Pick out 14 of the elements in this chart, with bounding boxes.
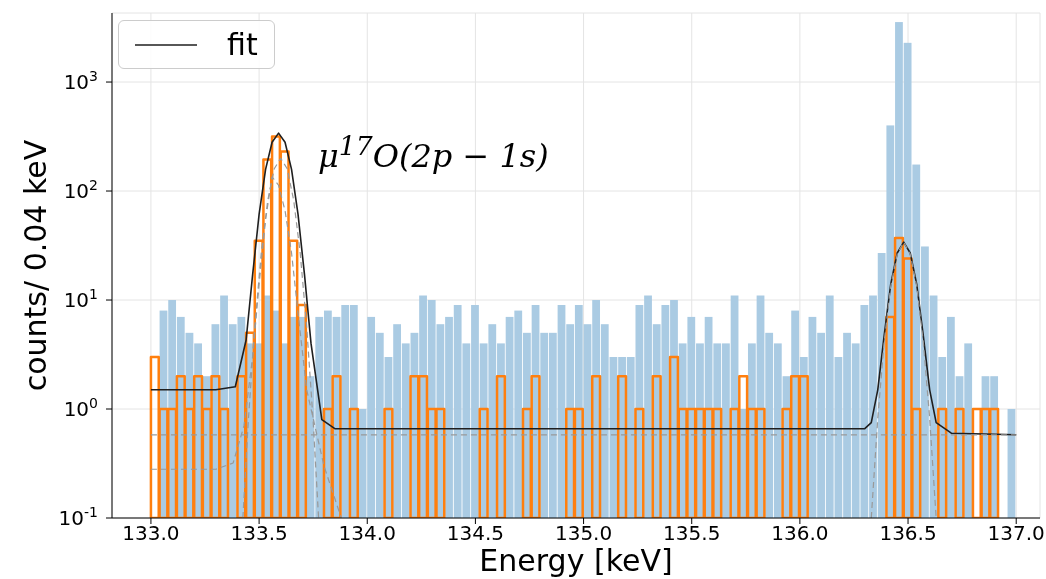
x-tick-label: 133.5 bbox=[230, 521, 288, 546]
x-tick-label: 136.5 bbox=[879, 521, 937, 546]
annotation: μ$^{17}$O(2p − 1s) bbox=[318, 130, 549, 175]
y-tick-label: 10$^{0}$ bbox=[63, 395, 98, 422]
y-axis-title: counts/ 0.04 keV bbox=[17, 139, 53, 392]
legend-label: fit bbox=[227, 27, 258, 62]
x-tick-label: 133.0 bbox=[122, 521, 180, 546]
x-tick-label: 137.0 bbox=[987, 521, 1045, 546]
y-tick-label: 10$^{-1}$ bbox=[58, 504, 98, 530]
y-tick-label: 10$^{3}$ bbox=[63, 68, 98, 95]
x-tick-label: 136.0 bbox=[771, 521, 829, 546]
y-tick-label: 10$^{2}$ bbox=[63, 177, 98, 204]
x-tick-label: 134.0 bbox=[338, 521, 396, 546]
y-tick-label: 10$^{1}$ bbox=[63, 286, 98, 313]
